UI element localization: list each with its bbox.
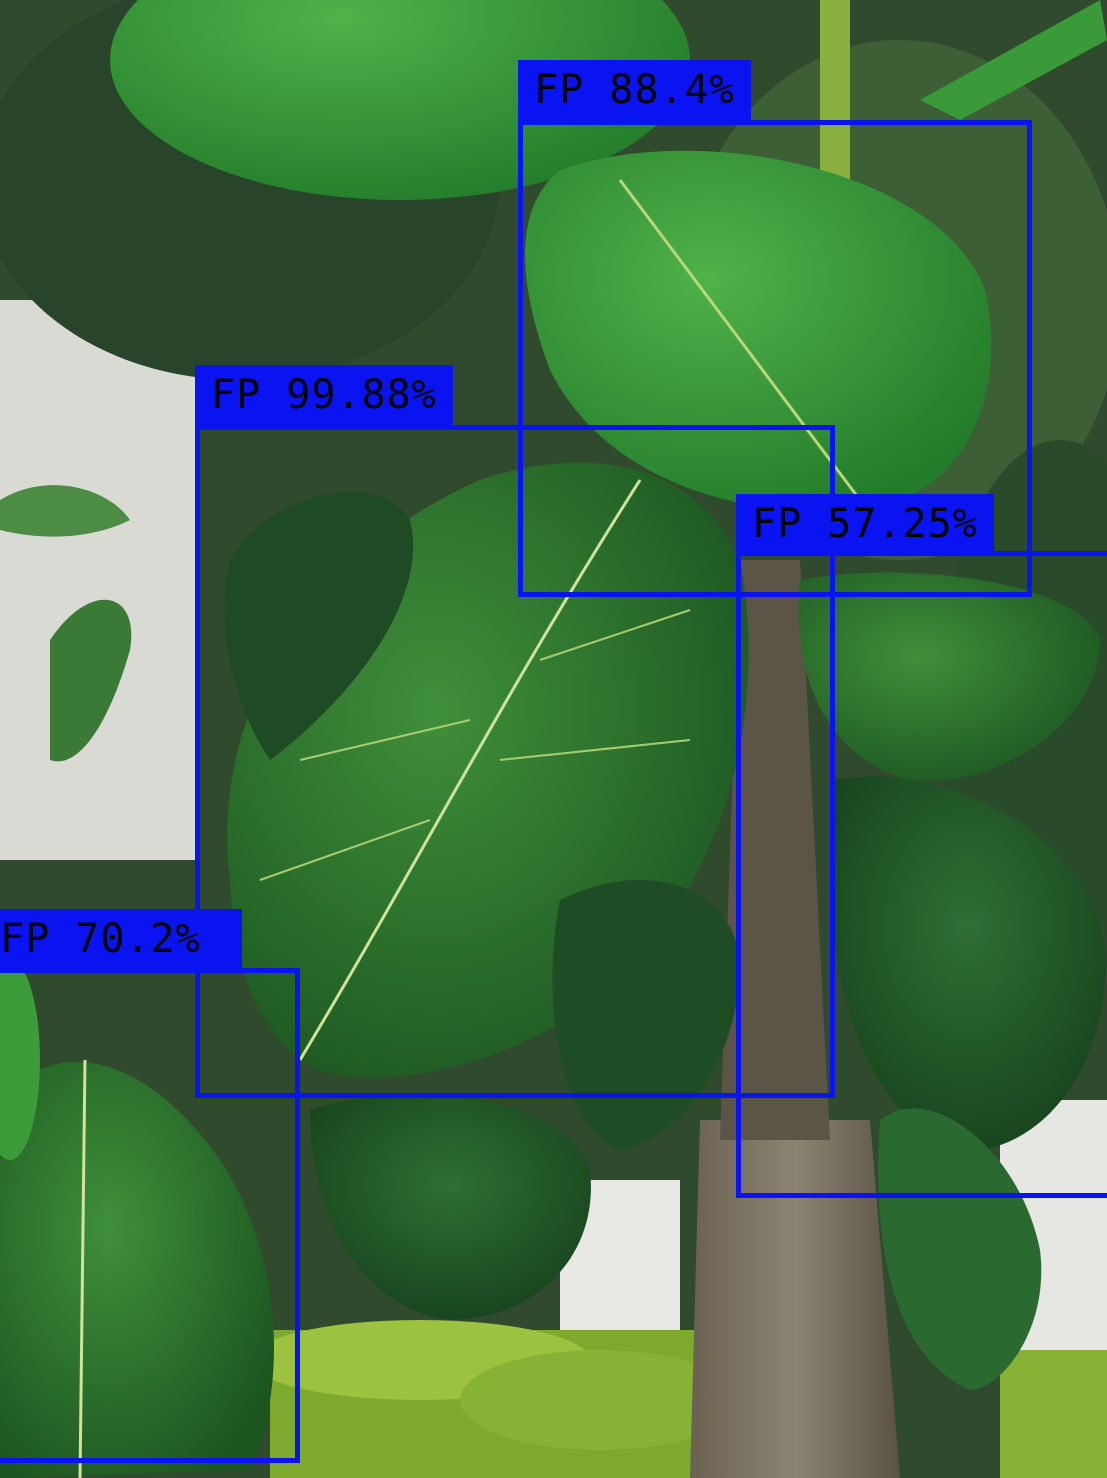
detection-label-3: FP 57.25% <box>736 494 994 554</box>
detection-box-3 <box>736 551 1107 1198</box>
detection-box-1 <box>518 120 1032 597</box>
detection-label-4: FP 70.2% <box>0 909 242 969</box>
detection-box-4 <box>0 968 300 1463</box>
detection-box-2 <box>195 425 835 1098</box>
detection-label-1: FP 88.4% <box>518 60 751 120</box>
detection-label-2: FP 99.88% <box>195 365 453 425</box>
